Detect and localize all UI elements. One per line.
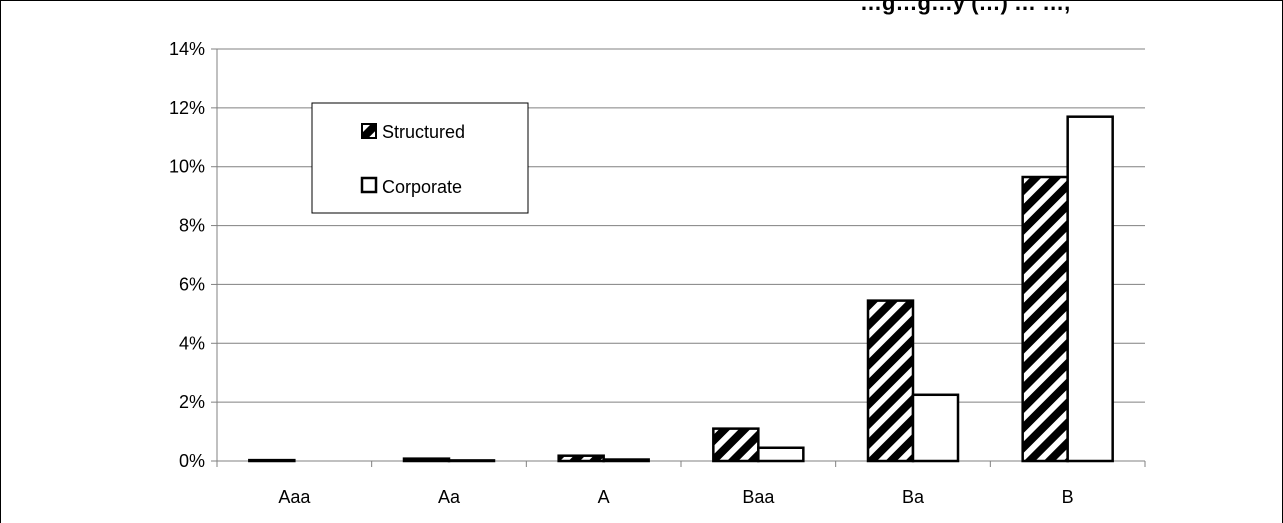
x-tick-label: Aa	[438, 487, 461, 507]
legend-swatch-structured	[361, 123, 377, 139]
x-tick-label: B	[1062, 487, 1074, 507]
x-tick-label: Aaa	[278, 487, 311, 507]
bar-structured-aaa	[248, 458, 296, 463]
legend-label-structured: Structured	[382, 122, 465, 142]
bar-corporate-a	[602, 458, 650, 463]
y-tick-label: 6%	[179, 274, 205, 294]
bar-structured-baa	[712, 427, 760, 463]
legend-box	[311, 102, 529, 214]
y-tick-label: 2%	[179, 392, 205, 412]
x-tick-label: Baa	[742, 487, 775, 507]
y-axis: 0% 2% 4% 6% 8% 10% 12% 14%	[169, 39, 218, 471]
bar-structured-a	[557, 454, 605, 463]
bar-corporate-aa	[447, 459, 496, 463]
bar-structured-b	[1021, 175, 1069, 463]
legend: Structured Corporate	[311, 102, 529, 214]
x-tick-label: Ba	[902, 487, 925, 507]
y-tick-label: 14%	[169, 39, 205, 59]
bar-corporate-baa	[757, 446, 805, 463]
y-tick-label: 8%	[179, 216, 205, 236]
y-tick-label: 0%	[179, 451, 205, 471]
legend-label-corporate: Corporate	[382, 177, 462, 197]
bar-structured-aa	[402, 457, 451, 463]
x-axis: Aaa Aa A Baa Ba B	[216, 460, 1146, 507]
bar-corporate-b	[1066, 115, 1114, 463]
legend-swatch-corporate	[360, 176, 378, 194]
x-tick-label: A	[598, 487, 610, 507]
bar-corporate-ba	[911, 393, 960, 463]
y-tick-label: 12%	[169, 98, 205, 118]
gridlines	[217, 48, 1145, 403]
y-tick-label: 4%	[179, 333, 205, 353]
bars	[248, 115, 1114, 463]
y-tick-label: 10%	[169, 157, 205, 177]
bar-structured-ba	[866, 299, 915, 463]
chart-title: …g…g…y (…) … …,	[860, 0, 1070, 15]
